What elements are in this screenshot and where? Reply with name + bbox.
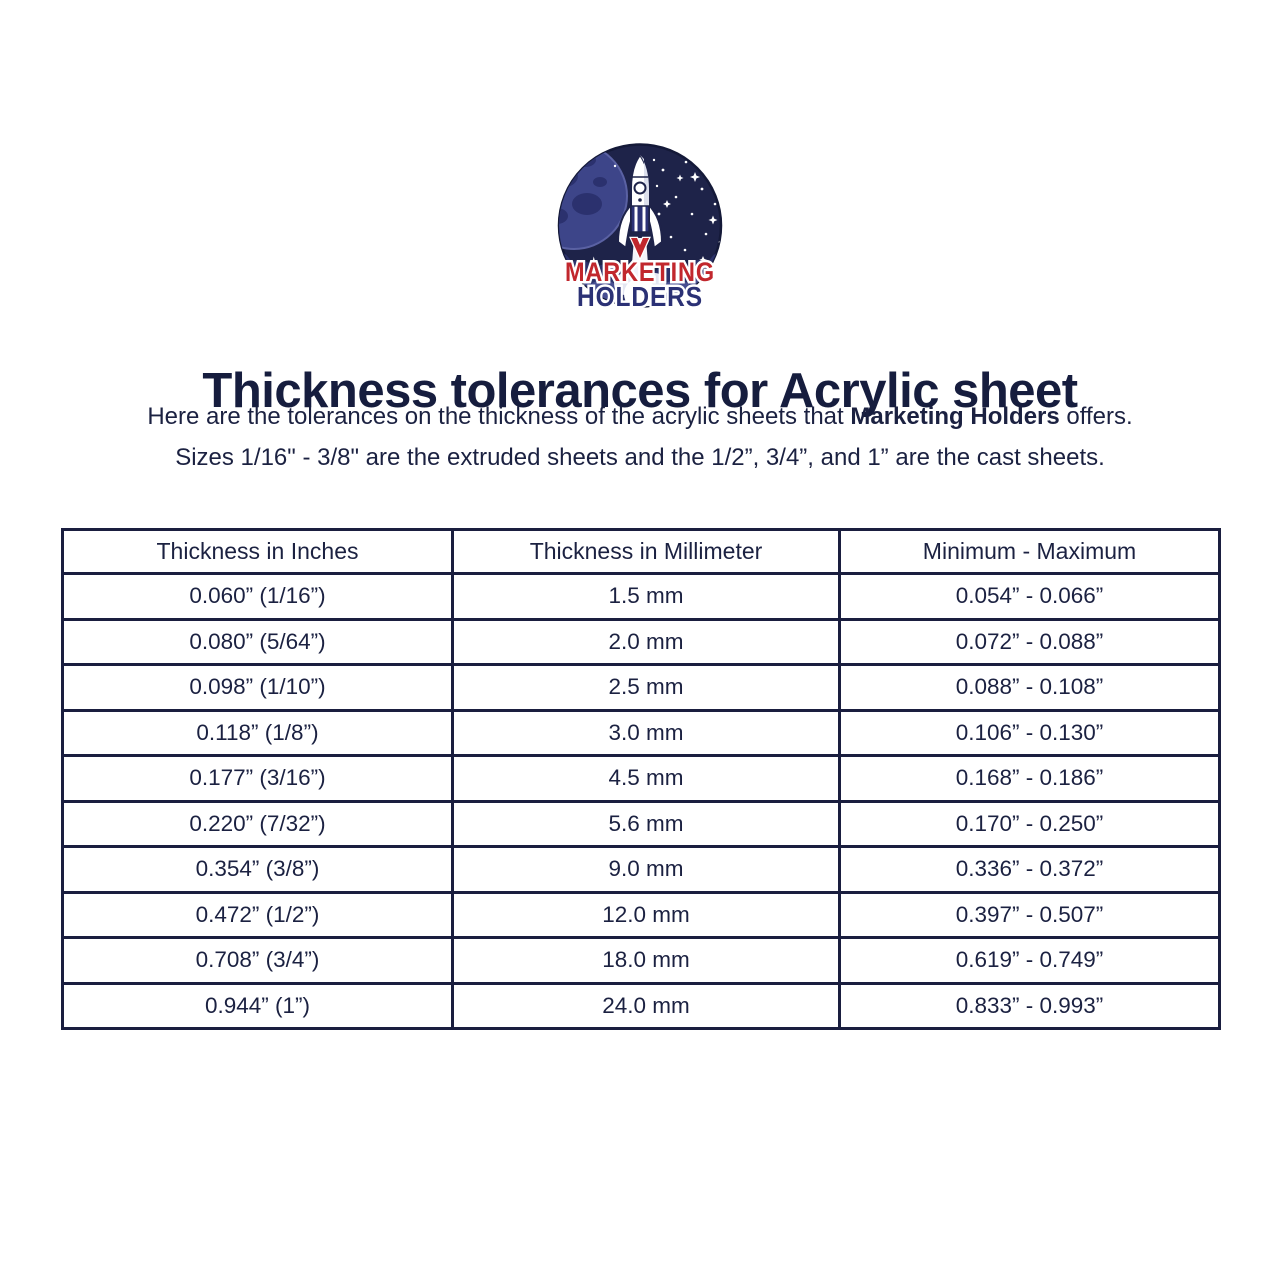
col-header-thickness-millimeter: Thickness in Millimeter bbox=[451, 528, 841, 575]
table-row: 0.177” (3/16”) 4.5 mm 0.168” - 0.186” bbox=[61, 754, 1221, 803]
cell-min-max: 0.170” - 0.250” bbox=[838, 799, 1221, 848]
table-row: 0.060” (1/16”) 1.5 mm 0.054” - 0.066” bbox=[61, 572, 1221, 621]
table-row: 0.220” (7/32”) 5.6 mm 0.170” - 0.250” bbox=[61, 799, 1221, 848]
cell-min-max: 0.833” - 0.993” bbox=[838, 981, 1221, 1030]
col-header-min-max: Minimum - Maximum bbox=[838, 528, 1221, 575]
marketing-holders-logo: MARKETING HOLDERS bbox=[545, 142, 735, 319]
table-body: 0.060” (1/16”) 1.5 mm 0.054” - 0.066” 0.… bbox=[61, 572, 1221, 1030]
cell-min-max: 0.336” - 0.372” bbox=[838, 845, 1221, 894]
logo-wordmark-holders: HOLDERS bbox=[577, 281, 703, 312]
cell-min-max: 0.054” - 0.066” bbox=[838, 572, 1221, 621]
cell-min-max: 0.088” - 0.108” bbox=[838, 663, 1221, 712]
table-row: 0.708” (3/4”) 18.0 mm 0.619” - 0.749” bbox=[61, 936, 1221, 985]
cell-min-max: 0.397” - 0.507” bbox=[838, 890, 1221, 939]
rocket-earth-space-badge-icon: MARKETING HOLDERS bbox=[557, 143, 723, 315]
cell-thickness-inches: 0.354” (3/8”) bbox=[61, 845, 454, 894]
cell-thickness-inches: 0.098” (1/10”) bbox=[61, 663, 454, 712]
cell-thickness-inches: 0.944” (1”) bbox=[61, 981, 454, 1030]
cell-thickness-inches: 0.080” (5/64”) bbox=[61, 617, 454, 666]
cell-thickness-mm: 3.0 mm bbox=[451, 708, 841, 757]
cell-thickness-inches: 0.060” (1/16”) bbox=[61, 572, 454, 621]
col-header-thickness-inches: Thickness in Inches bbox=[61, 528, 454, 575]
logo-wordmark-marketing: MARKETING bbox=[565, 257, 715, 287]
cell-thickness-inches: 0.472” (1/2”) bbox=[61, 890, 454, 939]
cell-min-max: 0.619” - 0.749” bbox=[838, 936, 1221, 985]
cell-min-max: 0.072” - 0.088” bbox=[838, 617, 1221, 666]
table-row: 0.098” (1/10”) 2.5 mm 0.088” - 0.108” bbox=[61, 663, 1221, 712]
cell-thickness-mm: 4.5 mm bbox=[451, 754, 841, 803]
cell-thickness-mm: 2.0 mm bbox=[451, 617, 841, 666]
cell-min-max: 0.106” - 0.130” bbox=[838, 708, 1221, 757]
intro-prefix: Here are the tolerances on the thickness… bbox=[147, 403, 851, 430]
cell-thickness-mm: 2.5 mm bbox=[451, 663, 841, 712]
page-title: Thickness tolerances for Acrylic sheet bbox=[202, 363, 1078, 418]
intro-paragraph: Here are the tolerances on the thickness… bbox=[0, 396, 1280, 478]
table-row: 0.944” (1”) 24.0 mm 0.833” - 0.993” bbox=[61, 981, 1221, 1030]
cell-thickness-mm: 9.0 mm bbox=[451, 845, 841, 894]
table-row: 0.472” (1/2”) 12.0 mm 0.397” - 0.507” bbox=[61, 890, 1221, 939]
cell-thickness-mm: 1.5 mm bbox=[451, 572, 841, 621]
cell-thickness-inches: 0.220” (7/32”) bbox=[61, 799, 454, 848]
tolerance-table: Thickness in Inches Thickness in Millime… bbox=[61, 528, 1221, 1030]
cell-thickness-inches: 0.118” (1/8”) bbox=[61, 708, 454, 757]
cell-thickness-mm: 24.0 mm bbox=[451, 981, 841, 1030]
intro-brand-name: Marketing Holders bbox=[850, 403, 1060, 430]
table-row: 0.354” (3/8”) 9.0 mm 0.336” - 0.372” bbox=[61, 845, 1221, 894]
cell-thickness-inches: 0.177” (3/16”) bbox=[61, 754, 454, 803]
cell-thickness-mm: 18.0 mm bbox=[451, 936, 841, 985]
intro-suffix: offers. bbox=[1059, 403, 1133, 430]
table-header-row: Thickness in Inches Thickness in Millime… bbox=[61, 528, 1221, 575]
intro-line-1: Here are the tolerances on the thickness… bbox=[0, 396, 1280, 437]
table-row: 0.118” (1/8”) 3.0 mm 0.106” - 0.130” bbox=[61, 708, 1221, 757]
cell-min-max: 0.168” - 0.186” bbox=[838, 754, 1221, 803]
intro-line-2: Sizes 1/16" - 3/8" are the extruded shee… bbox=[175, 444, 1105, 471]
cell-thickness-inches: 0.708” (3/4”) bbox=[61, 936, 454, 985]
cell-thickness-mm: 12.0 mm bbox=[451, 890, 841, 939]
cell-thickness-mm: 5.6 mm bbox=[451, 799, 841, 848]
table-row: 0.080” (5/64”) 2.0 mm 0.072” - 0.088” bbox=[61, 617, 1221, 666]
